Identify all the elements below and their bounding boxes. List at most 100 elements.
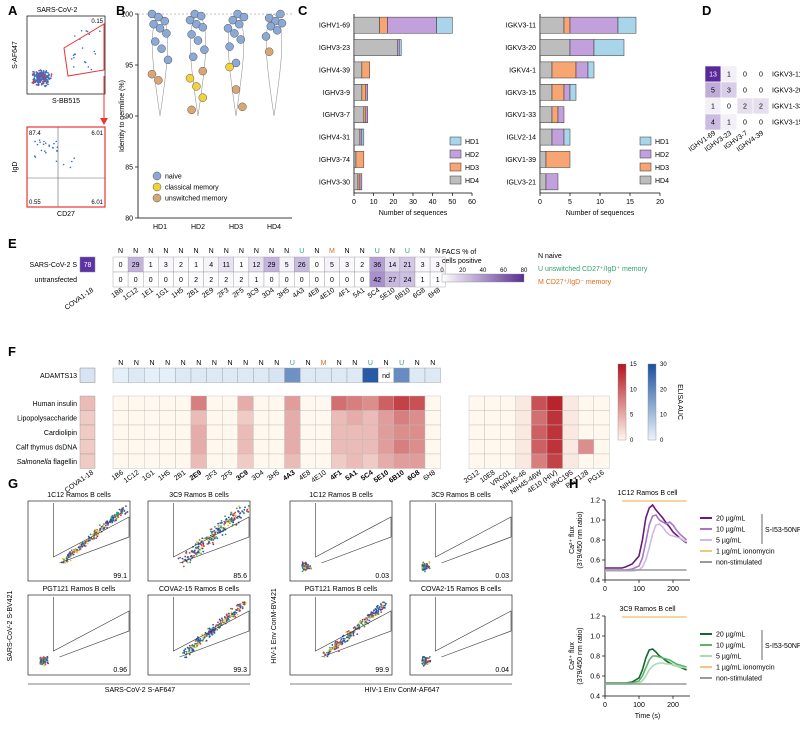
f-adamts-cell	[206, 367, 223, 383]
facs-top-gate-pct: 0.15	[91, 19, 103, 25]
g-facs-dot	[234, 511, 237, 514]
g-facs-dot	[124, 513, 127, 515]
e-col-label: 4E10	[319, 287, 336, 302]
panel-f-heatmap: N N N N N N N N N N N U N M N N U N U N N ADAMTS13 nd Human ins…	[16, 360, 683, 496]
g-facs-dot	[218, 618, 221, 621]
f-cell	[331, 439, 348, 455]
e-phenotype-letter: N	[435, 248, 440, 255]
g-facs-dot	[200, 639, 202, 642]
g-facs-dot	[358, 621, 361, 624]
c-bar-segment	[539, 84, 553, 101]
f-phenotype-letter: N	[134, 360, 139, 367]
g-facs-dot	[196, 546, 199, 549]
f-col-label: 2B1	[173, 469, 187, 482]
f-cell	[315, 453, 332, 469]
g-facs-dot	[188, 649, 190, 651]
g-facs-dot	[221, 619, 224, 621]
e-cell-value: 42	[373, 277, 381, 284]
g-facs-dot	[74, 549, 77, 551]
e-col-label: 2F5	[232, 287, 246, 300]
g-facs-dot	[103, 523, 105, 525]
f-col-label: 3H5	[266, 469, 281, 482]
g-facs-dot	[218, 524, 220, 527]
c-bar-segment	[539, 173, 547, 191]
f-cell	[206, 453, 223, 469]
f-cell	[424, 410, 441, 426]
c-bar-segment	[545, 173, 559, 191]
c-xtick-label: 50	[448, 199, 456, 206]
c-xtick-label: 20	[389, 199, 397, 206]
f-ref-cell	[578, 439, 595, 455]
f-cell	[424, 439, 441, 455]
g-gate-pct: 0.04	[495, 667, 509, 674]
f-col-label: 3C9	[235, 469, 250, 482]
f-ref-cell	[578, 410, 595, 426]
f-scale-title: ELISA AUC	[676, 384, 683, 420]
h-xtick-label: 200	[667, 702, 679, 709]
g-facs-dot	[210, 530, 212, 533]
h-ylabel-1: Ca²⁺ flux	[569, 526, 576, 554]
f-ref-col-label: PG16	[587, 469, 606, 485]
g-facs-dot	[80, 543, 83, 546]
g-facs-plot: PGT121 Ramos B cells 0.96	[27, 586, 131, 676]
f-cell	[253, 439, 270, 455]
g-facs-dot	[219, 526, 222, 529]
g-facs-dot	[212, 623, 215, 626]
facs-dot	[49, 77, 52, 79]
c-legend-swatch	[639, 136, 652, 146]
f-ref-cell	[468, 395, 485, 411]
g-facs-dot	[331, 646, 334, 649]
g-facs-dot	[96, 535, 99, 538]
g-facs-dot	[214, 526, 216, 528]
g-facs-dot	[220, 525, 222, 528]
f-cell	[175, 410, 192, 426]
b-data-point	[193, 36, 203, 45]
e-phenotype-letter: N	[133, 248, 138, 255]
c-legend-swatch	[639, 149, 652, 159]
b-data-point	[163, 55, 173, 65]
g-plot-title: COVA2-15 Ramos B cells	[159, 586, 240, 593]
b-data-point	[198, 66, 208, 76]
g-facs-dot	[378, 606, 381, 609]
f-ref-cell	[484, 424, 501, 440]
f-cell	[128, 410, 145, 426]
e-col-label: 4A3	[292, 287, 306, 300]
g-facs-dot	[188, 551, 191, 554]
g-facs-dot	[198, 641, 200, 643]
f-cell	[409, 395, 426, 411]
g-facs-dot	[225, 615, 228, 618]
b-data-point	[154, 76, 163, 85]
g-facs-dot	[190, 554, 193, 557]
g-facs-dot	[247, 505, 250, 507]
g-facs-dot	[61, 557, 64, 560]
g-facs-dot	[46, 655, 49, 658]
g-facs-dot	[235, 523, 238, 526]
g-plot-title: 1C12 Ramos B cells	[309, 492, 373, 499]
g-facs-dot	[345, 631, 348, 634]
g-facs-dot	[202, 542, 205, 545]
g-facs-dot	[227, 615, 230, 618]
g-facs-dot	[229, 518, 232, 521]
f-adamts-cell	[362, 367, 379, 383]
g-facs-dot	[218, 623, 221, 625]
c-bar-segment	[545, 151, 571, 168]
d-row-label: IGKV3-15	[772, 120, 800, 127]
h-stim-label: S-I53-50NP	[765, 527, 800, 534]
g-facs-dot	[99, 528, 102, 530]
f-cell	[424, 395, 441, 411]
d-cell-value: 13	[709, 72, 717, 79]
g-facs-dot	[363, 618, 366, 621]
g-facs-dot	[184, 656, 186, 659]
e-scale-bar	[441, 273, 525, 283]
f-col-label: 5E10	[373, 469, 390, 484]
b-data-point	[264, 47, 274, 56]
facs-dot	[42, 143, 45, 146]
g-facs-dot	[423, 657, 425, 660]
g-facs-dot	[365, 621, 368, 624]
c-bar-segment	[587, 61, 595, 79]
e-cell-value: 36	[373, 262, 381, 269]
g-facs-dot	[203, 545, 205, 548]
g-facs-dot	[422, 562, 424, 565]
f-cell	[409, 439, 426, 455]
facs-dot	[34, 140, 36, 143]
